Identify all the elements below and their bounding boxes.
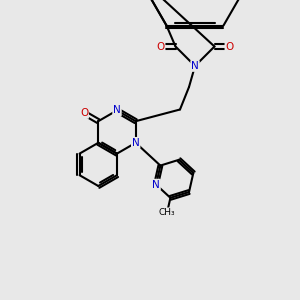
Text: O: O (156, 41, 165, 52)
Text: N: N (113, 105, 121, 116)
Text: O: O (225, 41, 234, 52)
Text: O: O (80, 108, 88, 118)
Text: N: N (191, 61, 199, 71)
Text: CH₃: CH₃ (158, 208, 175, 217)
Text: N: N (132, 138, 140, 148)
Text: N: N (152, 180, 160, 190)
